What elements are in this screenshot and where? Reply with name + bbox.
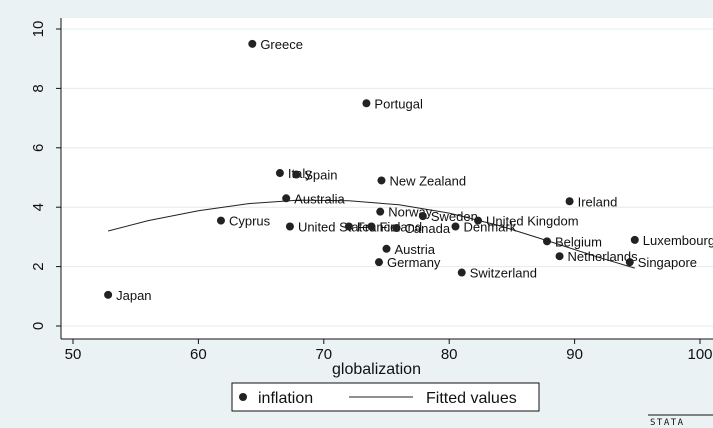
- point-label: Switzerland: [470, 266, 537, 281]
- point-label: United Kingdom: [486, 214, 579, 229]
- data-point: [555, 252, 564, 261]
- data-point: [565, 197, 574, 206]
- point-label: Ireland: [578, 194, 618, 209]
- point-label: Netherlands: [568, 249, 639, 264]
- data-point: [248, 39, 257, 48]
- data-point: [474, 216, 483, 225]
- data-point: [292, 170, 301, 179]
- x-tick-label: 50: [65, 346, 82, 363]
- y-tick-label: 4: [30, 203, 47, 211]
- point-label: United States: [298, 220, 377, 235]
- legend-label-inflation: inflation: [258, 390, 313, 407]
- point-label: Denmark: [463, 220, 516, 235]
- data-point: [374, 258, 383, 267]
- point-label: Germany: [387, 255, 441, 270]
- data-point: [543, 237, 552, 246]
- point-label: Belgium: [555, 234, 602, 249]
- fitted-values-line: [107, 199, 635, 269]
- x-tick-label: 80: [441, 346, 458, 363]
- point-label: Sweden: [431, 209, 478, 224]
- point-label: New Zealand: [389, 173, 466, 188]
- data-point: [457, 268, 466, 277]
- x-tick-label: 100: [687, 346, 712, 363]
- data-point: [344, 222, 353, 231]
- plot-area: [61, 18, 713, 339]
- x-tick-label: 70: [315, 346, 332, 363]
- data-point: [630, 235, 639, 244]
- point-label: Cyprus: [229, 214, 271, 229]
- data-point: [418, 212, 427, 221]
- point-label: Greece: [260, 37, 303, 52]
- data-point: [382, 244, 391, 253]
- point-label: Canada: [405, 221, 451, 236]
- data-point: [392, 223, 401, 232]
- x-tick-label: 90: [566, 346, 583, 363]
- point-label: Singapore: [638, 255, 697, 270]
- y-tick-label: 8: [30, 84, 47, 92]
- data-point: [377, 176, 386, 185]
- point-label: Portugal: [374, 96, 423, 111]
- data-point: [367, 222, 376, 231]
- data-point: [285, 222, 294, 231]
- point-label: Austria: [395, 242, 436, 257]
- y-tick-label: 0: [30, 322, 47, 330]
- point-label: Spain: [304, 168, 337, 183]
- legend-label-fitted: Fitted values: [426, 390, 517, 407]
- data-point: [451, 222, 460, 231]
- data-point: [275, 169, 284, 178]
- x-tick-label: 60: [190, 346, 207, 363]
- x-axis-title: globalization: [332, 361, 421, 378]
- point-label: Japan: [116, 288, 151, 303]
- data-point: [376, 207, 385, 216]
- data-point: [216, 216, 225, 225]
- data-point: [104, 290, 113, 299]
- y-tick-label: 10: [30, 21, 47, 38]
- point-label: Australia: [294, 191, 345, 206]
- point-label: Finland: [379, 220, 422, 235]
- data-point: [282, 194, 291, 203]
- stata-logo: STATA: [650, 418, 685, 428]
- point-label: France: [357, 220, 397, 235]
- data-point: [625, 258, 634, 267]
- y-tick-label: 2: [30, 262, 47, 270]
- data-point: [362, 99, 371, 108]
- legend-marker-inflation: [239, 393, 247, 401]
- y-tick-label: 6: [30, 144, 47, 152]
- point-label: Luxembourg: [643, 233, 713, 248]
